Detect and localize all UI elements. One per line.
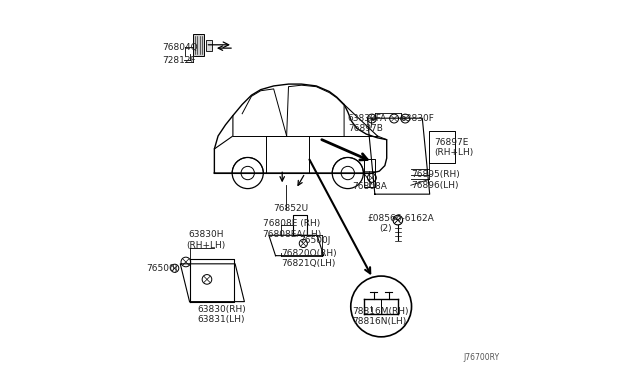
Text: 76896(LH): 76896(LH) [411, 181, 458, 190]
Circle shape [341, 166, 355, 180]
Text: 76820Q(RH): 76820Q(RH) [281, 249, 337, 258]
Text: 72812F: 72812F [163, 56, 196, 65]
Text: 76808A: 76808A [353, 182, 387, 190]
Text: 63831(LH): 63831(LH) [198, 315, 245, 324]
Circle shape [390, 114, 399, 123]
Text: 76897B: 76897B [348, 124, 383, 133]
Circle shape [401, 114, 410, 123]
Circle shape [171, 264, 179, 272]
Circle shape [332, 157, 364, 189]
Circle shape [241, 166, 255, 180]
Circle shape [232, 157, 263, 189]
Text: 76852U: 76852U [274, 205, 308, 214]
Bar [193, 34, 204, 55]
Circle shape [351, 276, 412, 337]
Text: J76700RY: J76700RY [463, 353, 500, 362]
Text: (RH+LH): (RH+LH) [434, 148, 474, 157]
Text: 76808EA(LH): 76808EA(LH) [262, 230, 322, 239]
Text: 63830F: 63830F [401, 114, 435, 123]
Text: 76897E: 76897E [434, 138, 468, 147]
Text: 76804Q: 76804Q [163, 42, 198, 51]
Text: 63830(RH): 63830(RH) [198, 305, 246, 314]
Text: 76500J: 76500J [146, 264, 177, 273]
Text: 76895(RH): 76895(RH) [411, 170, 460, 179]
Text: (RH+LH): (RH+LH) [186, 241, 225, 250]
Circle shape [181, 257, 191, 267]
Circle shape [367, 114, 376, 123]
Text: 76500J: 76500J [300, 236, 331, 246]
Text: 63830H: 63830H [188, 230, 224, 240]
Text: 63830FA: 63830FA [348, 114, 387, 123]
Circle shape [394, 216, 403, 225]
Text: 78816M(RH): 78816M(RH) [353, 307, 409, 316]
Circle shape [393, 215, 403, 225]
Circle shape [367, 173, 376, 182]
Circle shape [300, 239, 307, 247]
Bar [206, 40, 212, 51]
Text: 76821Q(LH): 76821Q(LH) [281, 259, 335, 268]
Text: 76808E (RH): 76808E (RH) [262, 219, 320, 228]
Circle shape [202, 275, 212, 284]
Text: 78816N(LH): 78816N(LH) [353, 317, 407, 326]
Text: (2): (2) [380, 224, 392, 233]
Text: £08566-6162A: £08566-6162A [367, 214, 434, 223]
